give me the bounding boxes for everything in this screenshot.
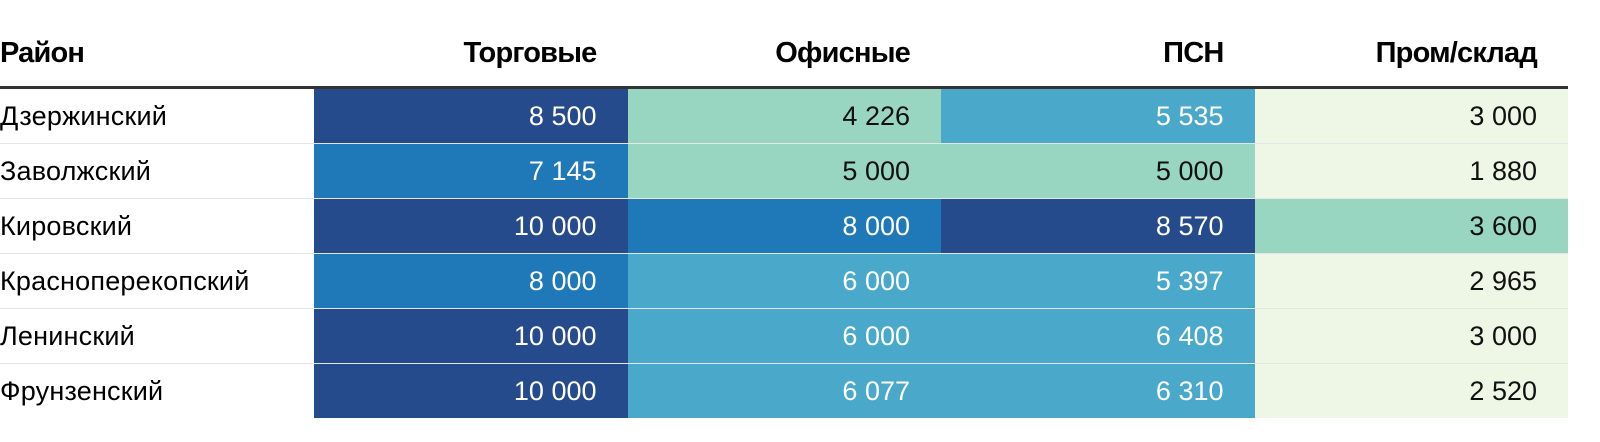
heatmap-cell: 3 600 (1254, 198, 1568, 254)
heatmap-cell: 6 000 (627, 253, 941, 309)
heatmap-table-container: Район Торговые Офисные ПСН Пром/склад Дз… (0, 20, 1568, 418)
heatmap-cell: 4 226 (627, 87, 941, 144)
column-header-psn: ПСН (941, 20, 1255, 89)
heatmap-cell: 5 397 (941, 253, 1255, 309)
table-row: Красноперекопский 8 000 6 000 5 397 2 96… (0, 253, 1568, 309)
heatmap-cell: 5 000 (627, 143, 941, 199)
heatmap-cell: 5 000 (941, 143, 1255, 199)
heatmap-cell: 3 000 (1254, 87, 1568, 144)
heatmap-cell: 6 000 (627, 308, 941, 364)
heatmap-cell: 10 000 (314, 363, 628, 418)
column-header-district: Район (0, 20, 314, 89)
header-row: Район Торговые Офисные ПСН Пром/склад (0, 20, 1568, 89)
heatmap-cell: 2 965 (1254, 253, 1568, 309)
table-row: Дзержинский 8 500 4 226 5 535 3 000 (0, 87, 1568, 144)
table-row: Фрунзенский 10 000 6 077 6 310 2 520 (0, 363, 1568, 418)
heatmap-cell: 8 000 (627, 198, 941, 254)
heatmap-cell: 1 880 (1254, 143, 1568, 199)
district-name: Заволжский (0, 143, 314, 199)
heatmap-cell: 3 000 (1254, 308, 1568, 364)
heatmap-cell: 2 520 (1254, 363, 1568, 418)
district-name: Красноперекопский (0, 253, 314, 309)
heatmap-cell: 10 000 (314, 198, 628, 254)
heatmap-cell: 6 408 (941, 308, 1255, 364)
column-header-industrial-warehouse: Пром/склад (1254, 20, 1568, 89)
column-header-office: Офисные (627, 20, 941, 89)
heatmap-cell: 8 570 (941, 198, 1255, 254)
table-row: Заволжский 7 145 5 000 5 000 1 880 (0, 143, 1568, 199)
district-name: Кировский (0, 198, 314, 254)
district-name: Ленинский (0, 308, 314, 364)
district-name: Дзержинский (0, 87, 314, 144)
heatmap-cell: 8 500 (314, 87, 628, 144)
heatmap-cell: 6 077 (627, 363, 941, 418)
district-name: Фрунзенский (0, 375, 164, 406)
heatmap-cell: 8 000 (314, 253, 628, 309)
table-row: Кировский 10 000 8 000 8 570 3 600 (0, 198, 1568, 254)
heatmap-cell: 7 145 (314, 143, 628, 199)
heatmap-cell: 10 000 (314, 308, 628, 364)
heatmap-cell: 6 310 (941, 363, 1255, 418)
column-header-retail: Торговые (314, 20, 628, 89)
heatmap-table: Район Торговые Офисные ПСН Пром/склад Дз… (0, 20, 1568, 418)
heatmap-cell: 5 535 (941, 87, 1255, 144)
table-row: Ленинский 10 000 6 000 6 408 3 000 (0, 308, 1568, 364)
